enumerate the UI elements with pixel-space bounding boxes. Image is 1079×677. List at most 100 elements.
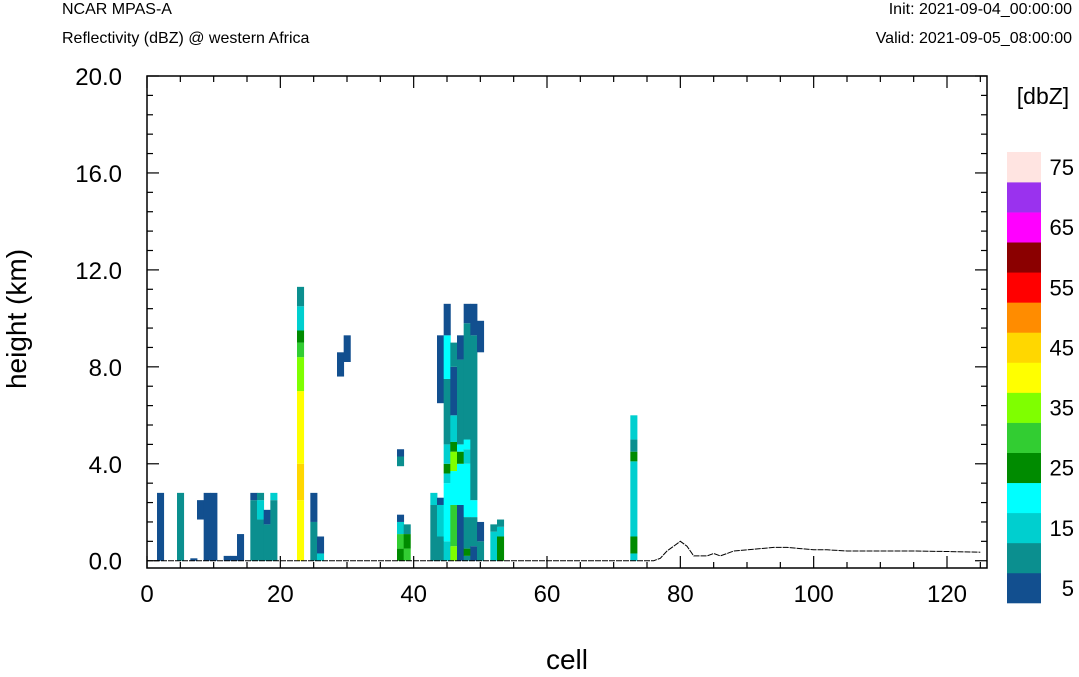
reflectivity-cell-35 (397, 514, 405, 522)
reflectivity-cell-8 (237, 534, 245, 561)
reflectivity-cell-6 (223, 555, 231, 561)
reflectivity-cell-73 (463, 449, 471, 464)
reflectivity-cell-89 (497, 519, 505, 527)
reflectivity-cell-22 (297, 342, 305, 358)
reflectivity-cell-64 (457, 463, 465, 505)
reflectivity-cell-83 (477, 521, 485, 542)
reflectivity-cell-50 (443, 463, 451, 474)
y-tick-label-4: 4.0 (89, 452, 122, 479)
colorbar-label-25: 25 (1050, 456, 1074, 481)
reflectivity-cell-10 (250, 492, 258, 501)
reflectivity-cell-18 (297, 500, 305, 561)
reflectivity-cell-9 (250, 500, 258, 561)
colorbar-label-65: 65 (1050, 215, 1074, 240)
reflectivity-cell-17 (270, 492, 278, 501)
reflectivity-cell-20 (297, 391, 305, 464)
colorbar-label-75: 75 (1050, 155, 1074, 180)
terrain-line (147, 540, 981, 562)
reflectivity-cell-65 (457, 451, 465, 464)
reflectivity-cell-52 (443, 378, 451, 445)
x-tick-label-40: 40 (400, 581, 427, 608)
reflectivity-cell-16 (270, 500, 278, 561)
reflectivity-cell-41 (430, 504, 438, 561)
colorbar-swatch-70 (1007, 182, 1041, 213)
reflectivity-cell-0 (157, 492, 165, 561)
reflectivity-cell-59 (450, 441, 458, 452)
colorbar-label-5: 5 (1062, 576, 1074, 601)
reflectivity-cell-21 (297, 357, 305, 392)
reflectivity-cell-26 (310, 521, 318, 561)
reflectivity-cell-11 (257, 519, 265, 561)
colorbar-swatch-60 (1007, 242, 1041, 273)
reflectivity-cell-55 (450, 546, 458, 561)
x-axis-label: cell (546, 644, 588, 675)
reflectivity-cell-54 (443, 303, 451, 336)
reflectivity-cell-79 (470, 500, 478, 518)
colorbar-label-55: 55 (1050, 275, 1074, 300)
y-tick-label-20: 20.0 (75, 64, 122, 91)
reflectivity-cell-53 (443, 335, 451, 379)
colorbar-swatch-30 (1007, 422, 1041, 453)
x-tick-label-20: 20 (267, 581, 294, 608)
reflectivity-cell-87 (497, 536, 505, 561)
reflectivity-cell-14 (263, 524, 271, 561)
x-tick-label-60: 60 (534, 581, 561, 608)
reflectivity-cell-37 (397, 449, 405, 457)
reflectivity-cell-82 (477, 541, 485, 561)
reflectivity-cell-34 (397, 521, 405, 535)
valid-time: Valid: 2021-09-05_08:00:00 (875, 30, 1072, 47)
x-tick-label-0: 0 (140, 581, 153, 608)
reflectivity-cell-5 (210, 492, 218, 561)
y-tick-label-16: 16.0 (75, 161, 122, 188)
reflectivity-cell-3 (197, 500, 205, 520)
reflectivity-cell-67 (457, 359, 465, 445)
reflectivity-cell-51 (443, 444, 451, 464)
reflectivity-cell-15 (263, 509, 271, 525)
reflectivity-cell-92 (630, 461, 638, 537)
colorbar-swatch-35 (1007, 392, 1041, 423)
colorbar: 5 15 25 35 45 55 65 75 (1007, 152, 1074, 604)
colorbar-swatch-75 (1007, 152, 1041, 183)
reflectivity-cell-76 (463, 303, 471, 324)
reflectivity-cell-39 (403, 534, 411, 549)
reflectivity-cell-57 (450, 471, 458, 505)
reflectivity-cell-58 (450, 451, 458, 472)
reflectivity-cell-31 (343, 335, 351, 362)
reflectivity-cell-19 (297, 463, 305, 501)
reflectivity-cell-85 (490, 531, 498, 561)
colorbar-swatch-10 (1007, 542, 1041, 574)
reflectivity-cell-2 (190, 558, 198, 561)
reflectivity-cell-86 (490, 524, 498, 532)
reflectivity-cell-66 (457, 444, 465, 452)
reflectivity-cell-88 (497, 526, 505, 537)
x-tick-label-100: 100 (794, 581, 834, 608)
reflectivity-cell-95 (630, 415, 638, 440)
reflectivity-cell-4 (203, 492, 211, 561)
reflectivity-cell-38 (403, 548, 411, 561)
reflectivity-cell-40 (403, 524, 411, 535)
reflectivity-cell-28 (317, 553, 325, 561)
reflectivity-cell-81 (470, 303, 478, 336)
reflectivity-cell-78 (470, 517, 478, 547)
colorbar-swatch-50 (1007, 302, 1041, 333)
reflectivity-cell-24 (297, 306, 305, 331)
y-axis-label: height (km) (1, 249, 32, 389)
reflectivity-cell-33 (397, 534, 405, 549)
reflectivity-cell-23 (297, 330, 305, 343)
reflectivity-cell-62 (450, 342, 458, 367)
reflectivity-cell-36 (397, 456, 405, 467)
reflectivity-cell-47 (443, 541, 451, 561)
reflectivity-cell-48 (443, 483, 451, 542)
x-axis: 0 20 40 60 80 100 120 (140, 76, 981, 608)
y-axis: 0.0 4.0 8.0 12.0 16.0 20.0 (75, 64, 987, 576)
reflectivity-cell-69 (463, 555, 471, 561)
reflectivity-cell-29 (317, 536, 325, 554)
reflectivity-cell-43 (437, 536, 445, 561)
reflectivity-cell-90 (630, 553, 638, 561)
reflectivity-cell-25 (297, 286, 305, 307)
reflectivity-cell-61 (450, 366, 458, 416)
reflectivity-cell-75 (463, 323, 471, 440)
reflectivity-cell-68 (457, 335, 465, 360)
reflectivity-cell-84 (477, 320, 485, 353)
reflectivity-cell-71 (463, 517, 471, 549)
